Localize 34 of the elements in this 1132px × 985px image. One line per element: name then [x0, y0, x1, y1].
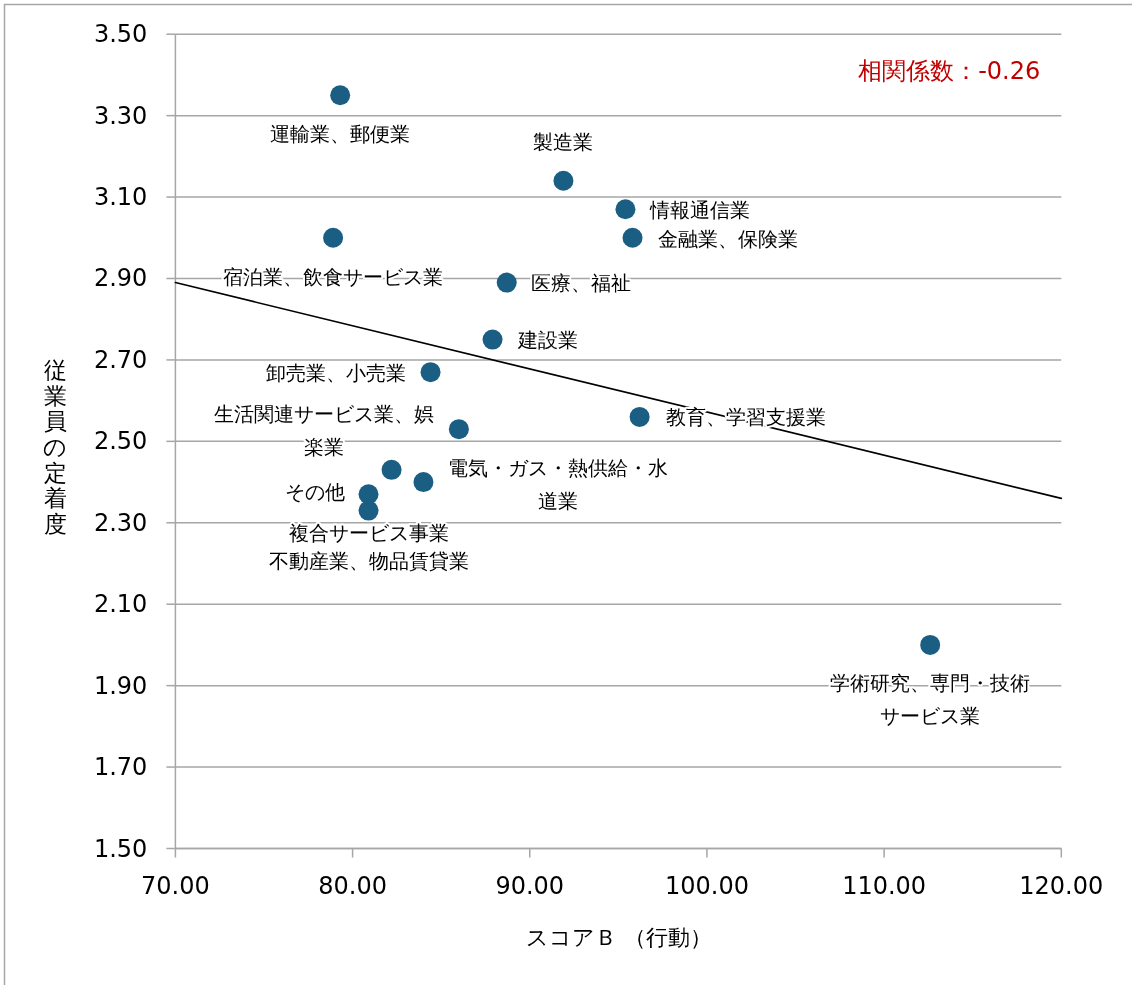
y-tick-label: 1.90 [93, 671, 148, 700]
point-label: 複合サービス事業 [288, 521, 449, 546]
x-tick-label: 80.00 [318, 871, 387, 900]
annotation: 相関係数：-0.26 [858, 57, 1041, 86]
point-label: 不動産業、物品賃貸業 [268, 548, 469, 573]
y-axis-title: 従業員の定着度 [43, 356, 67, 538]
y-tick-label: 2.90 [93, 264, 148, 293]
x-tick-label: 90.00 [495, 871, 565, 900]
point-label: 宿泊業、飲食サービス業 [223, 264, 444, 289]
y-tick-label: 2.30 [93, 508, 148, 537]
y-tick-label: 2.10 [93, 590, 148, 619]
y-tick-label: 1.50 [93, 834, 148, 863]
point-label: 卸売業、小売業 [265, 361, 406, 386]
point-label: 学術研究、専門・技術サービス業 [830, 671, 1031, 729]
x-tick-label: 100.00 [664, 871, 749, 900]
y-tick-label: 3.50 [93, 20, 148, 49]
y-tick-label: 3.10 [93, 183, 148, 212]
point-label: 運輸業、郵便業 [270, 122, 411, 147]
y-tick-label: 2.50 [93, 427, 148, 456]
x-axis-title: スコアＢ （行動） [525, 924, 712, 950]
y-tick-label: 1.70 [93, 753, 148, 782]
point-label: 建設業 [517, 327, 578, 352]
point-label: 電気・ガス・熱供給・水道業 [448, 455, 669, 513]
point-label: 医療、福祉 [530, 270, 631, 295]
point-label: 情報通信業 [650, 198, 751, 223]
point-label: 生活関連サービス業、娯楽業 [213, 401, 434, 459]
y-tick-label: 3.30 [93, 101, 148, 130]
x-tick-label: 70.00 [141, 871, 210, 900]
y-tick-label: 2.70 [93, 345, 148, 374]
point-label: 製造業 [533, 129, 594, 154]
point-label: その他 [284, 479, 345, 504]
x-tick-label: 120.00 [1019, 871, 1104, 900]
x-tick-label: 110.00 [842, 871, 927, 900]
point-label: 金融業、保険業 [657, 226, 798, 251]
